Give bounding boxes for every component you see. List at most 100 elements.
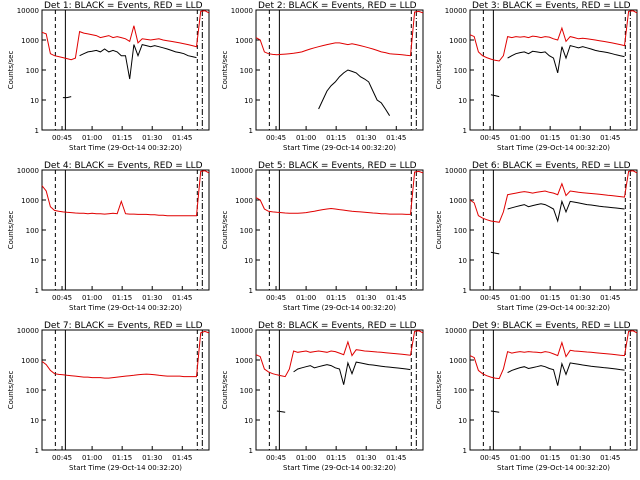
y-tick-label: 1000: [21, 357, 39, 365]
x-tick-label: 01:45: [600, 134, 620, 142]
panel-det-2: Det 2: BLACK = Events, RED = LLD 1 10 100 10…: [221, 1, 424, 152]
x-tick-label: 00:45: [480, 134, 500, 142]
y-tick-label: 100: [454, 227, 467, 235]
y-tick-label: 1: [463, 287, 467, 295]
x-tick-label: 00:45: [480, 294, 500, 302]
x-tick-label: 01:30: [356, 134, 376, 142]
y-axis-label: Counts/sec: [7, 51, 15, 90]
panel-title: Det 6: BLACK = Events, RED = LLD: [472, 161, 631, 171]
y-axis-label: Counts/sec: [7, 371, 15, 410]
x-tick-label: 00:45: [266, 134, 286, 142]
y-tick-label: 10: [30, 257, 39, 265]
x-tick-label: 01:00: [82, 294, 102, 302]
series-line-lld: [255, 170, 424, 215]
y-tick-label: 10000: [17, 327, 39, 335]
y-tick-label: 1: [35, 127, 39, 135]
plot-frame: [255, 9, 424, 131]
x-tick-label: 00:45: [266, 454, 286, 462]
plot-frame: [255, 169, 424, 291]
panel-title: Det 3: BLACK = Events, RED = LLD: [472, 1, 631, 11]
y-tick-label: 100: [240, 387, 253, 395]
x-tick-label: 01:15: [112, 454, 132, 462]
x-tick-label: 01:00: [296, 454, 316, 462]
x-tick-label: 00:45: [266, 294, 286, 302]
y-tick-label: 10: [244, 257, 253, 265]
x-tick-label: 01:15: [326, 134, 346, 142]
x-tick-label: 01:45: [172, 454, 192, 462]
x-tick-label: 01:45: [600, 454, 620, 462]
panel-title: Det 5: BLACK = Events, RED = LLD: [258, 161, 417, 171]
y-tick-label: 100: [26, 227, 39, 235]
y-axis-label: Counts/sec: [221, 371, 229, 410]
series-line-events: [318, 69, 391, 116]
x-tick-label: 01:00: [510, 134, 530, 142]
y-axis-label: Counts/sec: [435, 51, 443, 90]
y-axis-label: Counts/sec: [221, 51, 229, 90]
x-axis-label: Start Time (29-Oct-14 00:32:20): [283, 304, 396, 312]
y-tick-label: 100: [26, 387, 39, 395]
x-tick-label: 01:30: [142, 134, 162, 142]
x-axis-label: Start Time (29-Oct-14 00:32:20): [497, 144, 610, 152]
plot-frame: [469, 9, 638, 131]
series-line-lld: [255, 330, 424, 378]
y-tick-label: 100: [240, 67, 253, 75]
panel-det-8: Det 8: BLACK = Events, RED = LLD 1 10 100 10…: [221, 321, 424, 472]
y-axis-label: Counts/sec: [7, 211, 15, 250]
y-tick-label: 10000: [445, 167, 467, 175]
y-tick-label: 1: [463, 447, 467, 455]
x-tick-label: 01:30: [142, 454, 162, 462]
y-tick-label: 10000: [231, 7, 253, 15]
x-tick-label: 01:00: [296, 134, 316, 142]
x-axis-label: Start Time (29-Oct-14 00:32:20): [69, 304, 182, 312]
x-tick-label: 01:15: [540, 294, 560, 302]
x-tick-label: 01:45: [172, 134, 192, 142]
panel-det-4: Det 4: BLACK = Events, RED = LLD 1 10 100 10…: [7, 161, 210, 312]
y-tick-label: 1: [249, 287, 253, 295]
panel-title: Det 9: BLACK = Events, RED = LLD: [472, 321, 631, 331]
x-tick-label: 01:15: [540, 454, 560, 462]
x-axis-label: Start Time (29-Oct-14 00:32:20): [69, 464, 182, 472]
plot-frame: [255, 329, 424, 451]
y-tick-label: 10000: [17, 167, 39, 175]
y-tick-label: 10: [458, 97, 467, 105]
plot-frame: [41, 9, 210, 131]
x-tick-label: 01:15: [326, 294, 346, 302]
panel-det-7: Det 7: BLACK = Events, RED = LLD 1 10 100 10…: [7, 321, 210, 472]
series-line-lld: [469, 170, 638, 223]
y-tick-label: 1000: [449, 197, 467, 205]
y-tick-label: 10000: [17, 7, 39, 15]
y-axis-label: Counts/sec: [221, 211, 229, 250]
x-tick-label: 01:30: [570, 134, 590, 142]
x-axis-label: Start Time (29-Oct-14 00:32:20): [497, 464, 610, 472]
panel-det-9: Det 9: BLACK = Events, RED = LLD 1 10 100 10…: [435, 321, 638, 472]
y-tick-label: 10: [30, 417, 39, 425]
y-tick-label: 1000: [235, 37, 253, 45]
y-tick-label: 1000: [449, 357, 467, 365]
y-tick-label: 10: [458, 257, 467, 265]
x-tick-label: 01:45: [386, 454, 406, 462]
x-tick-label: 01:00: [510, 454, 530, 462]
x-tick-label: 01:15: [326, 454, 346, 462]
series-line-events: [490, 44, 625, 98]
x-tick-label: 01:00: [510, 294, 530, 302]
series-line-events: [490, 199, 625, 255]
y-tick-label: 10: [30, 97, 39, 105]
plot-frame: [469, 169, 638, 291]
x-tick-label: 01:00: [82, 134, 102, 142]
x-tick-label: 01:30: [356, 454, 376, 462]
x-tick-label: 01:30: [142, 294, 162, 302]
series-line-events: [490, 361, 625, 413]
panel-title: Det 1: BLACK = Events, RED = LLD: [44, 1, 203, 11]
series-line-lld: [255, 10, 424, 57]
y-tick-label: 10000: [445, 327, 467, 335]
y-tick-label: 10: [244, 417, 253, 425]
panel-det-6: Det 6: BLACK = Events, RED = LLD 1 10 100 10…: [435, 161, 638, 312]
y-tick-label: 1000: [449, 37, 467, 45]
y-tick-label: 1000: [235, 357, 253, 365]
y-tick-label: 1000: [21, 37, 39, 45]
x-tick-label: 01:30: [570, 294, 590, 302]
x-axis-label: Start Time (29-Oct-14 00:32:20): [69, 144, 182, 152]
x-tick-label: 01:15: [540, 134, 560, 142]
y-tick-label: 10000: [445, 7, 467, 15]
panel-det-1: Det 1: BLACK = Events, RED = LLD 1 10 100 10…: [7, 1, 210, 152]
